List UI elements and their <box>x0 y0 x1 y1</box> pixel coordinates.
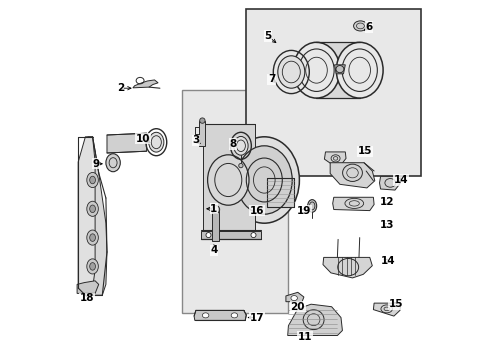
Text: 1: 1 <box>210 204 217 214</box>
Polygon shape <box>85 137 107 295</box>
Ellipse shape <box>307 199 316 212</box>
Ellipse shape <box>231 313 237 318</box>
Polygon shape <box>203 124 255 232</box>
Ellipse shape <box>353 21 366 31</box>
Polygon shape <box>285 292 303 302</box>
Ellipse shape <box>292 42 339 98</box>
Text: 16: 16 <box>249 206 264 216</box>
Text: 3: 3 <box>192 135 199 145</box>
Ellipse shape <box>87 230 98 245</box>
Ellipse shape <box>89 205 95 212</box>
Text: 8: 8 <box>229 139 236 149</box>
Text: 18: 18 <box>80 293 94 303</box>
Text: 19: 19 <box>296 206 310 216</box>
Polygon shape <box>322 257 371 278</box>
Ellipse shape <box>199 118 204 123</box>
Polygon shape <box>334 65 345 74</box>
Ellipse shape <box>106 154 120 172</box>
Ellipse shape <box>148 132 163 152</box>
Text: 10: 10 <box>136 134 150 144</box>
Ellipse shape <box>89 263 95 270</box>
Ellipse shape <box>335 66 343 73</box>
Text: 15: 15 <box>357 146 371 156</box>
Text: 20: 20 <box>290 302 305 312</box>
Text: 4: 4 <box>210 245 217 255</box>
Ellipse shape <box>207 155 248 205</box>
Text: 17: 17 <box>249 312 264 323</box>
Text: 14: 14 <box>393 175 407 185</box>
Ellipse shape <box>233 136 247 155</box>
Polygon shape <box>329 163 374 188</box>
Text: 12: 12 <box>379 197 393 207</box>
Text: 13: 13 <box>379 220 393 230</box>
Ellipse shape <box>89 176 95 184</box>
Polygon shape <box>379 176 400 190</box>
Polygon shape <box>324 152 346 166</box>
Ellipse shape <box>89 234 95 242</box>
Polygon shape <box>199 121 204 146</box>
Ellipse shape <box>205 233 211 238</box>
Polygon shape <box>212 209 219 241</box>
Ellipse shape <box>236 146 292 214</box>
Bar <box>181 90 287 313</box>
Text: 11: 11 <box>297 332 312 342</box>
Polygon shape <box>107 133 146 153</box>
Polygon shape <box>373 303 400 316</box>
Ellipse shape <box>290 296 297 301</box>
Polygon shape <box>266 178 294 207</box>
Ellipse shape <box>211 206 219 213</box>
Polygon shape <box>201 231 260 239</box>
Ellipse shape <box>336 42 382 98</box>
Text: 6: 6 <box>365 22 371 32</box>
Text: 5: 5 <box>264 31 271 41</box>
Polygon shape <box>194 310 246 320</box>
Text: 7: 7 <box>267 74 275 84</box>
Ellipse shape <box>87 201 98 216</box>
Ellipse shape <box>277 56 304 88</box>
Ellipse shape <box>250 233 256 238</box>
Text: 15: 15 <box>387 299 402 309</box>
Ellipse shape <box>87 172 98 188</box>
Polygon shape <box>287 304 342 336</box>
Ellipse shape <box>238 163 243 168</box>
Polygon shape <box>133 80 158 88</box>
Polygon shape <box>78 137 95 288</box>
Bar <box>246 9 420 176</box>
Ellipse shape <box>202 313 208 318</box>
Ellipse shape <box>229 137 299 223</box>
Polygon shape <box>77 281 99 293</box>
Text: 14: 14 <box>380 256 394 266</box>
Ellipse shape <box>87 259 98 274</box>
Polygon shape <box>332 197 373 211</box>
Text: 9: 9 <box>92 159 99 169</box>
Text: 2: 2 <box>117 83 123 93</box>
Polygon shape <box>316 42 359 98</box>
